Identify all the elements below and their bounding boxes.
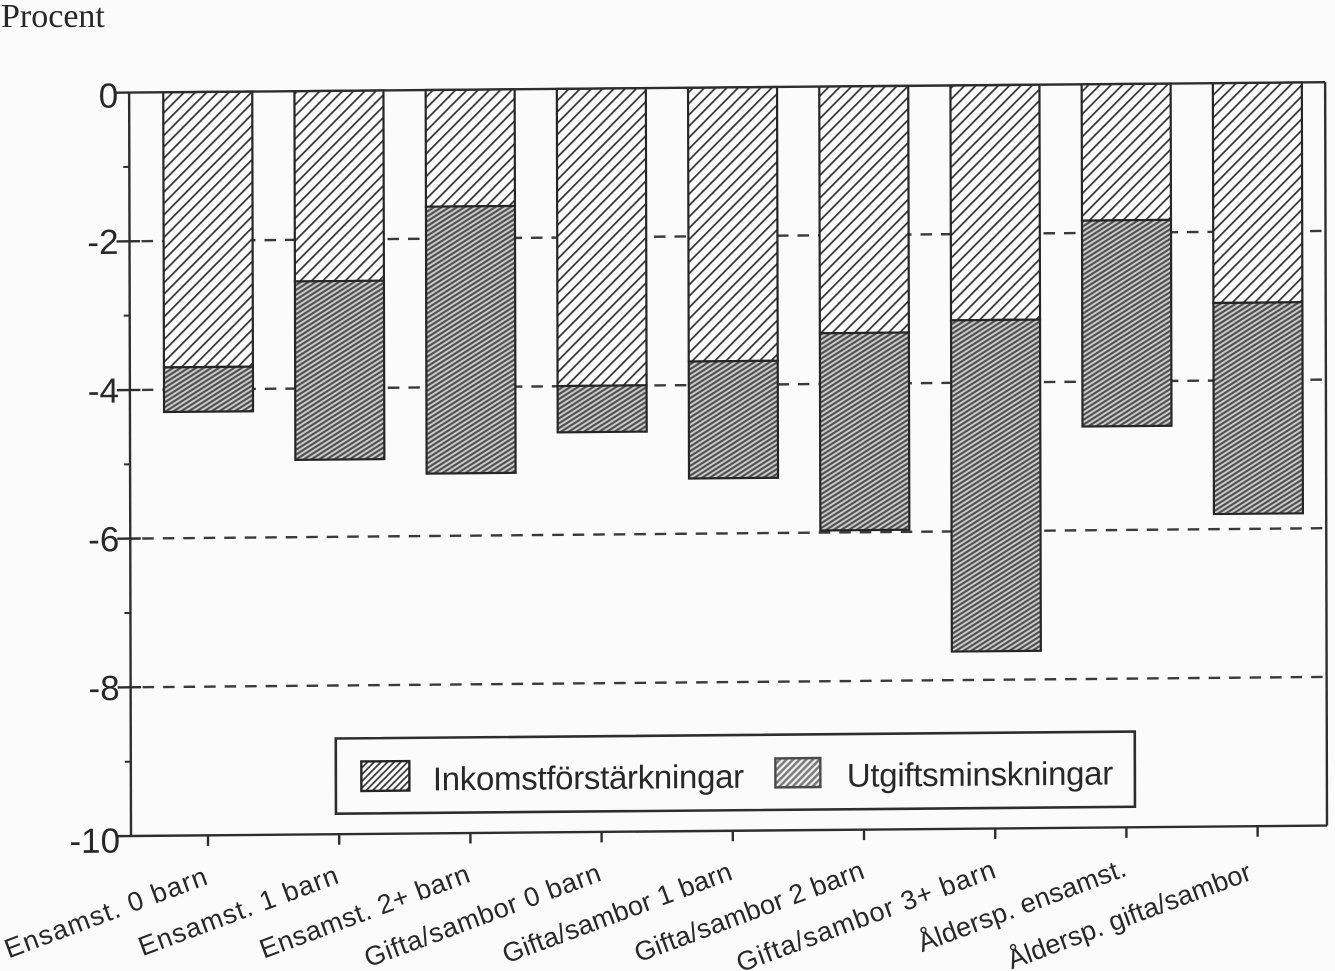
svg-text:Inkomstförstärkningar: Inkomstförstärkningar (433, 758, 744, 798)
svg-text:Procent: Procent (1, 0, 105, 35)
svg-text:-8: -8 (88, 669, 119, 708)
svg-text:Gifta/sambor 1 barn: Gifta/sambor 1 barn (498, 856, 736, 969)
svg-text:-2: -2 (87, 223, 118, 262)
svg-text:0: 0 (99, 77, 119, 116)
svg-text:Utgiftsminskningar: Utgiftsminskningar (847, 754, 1113, 793)
svg-text:-10: -10 (69, 822, 120, 861)
svg-text:-4: -4 (88, 372, 119, 411)
svg-text:Ensamst. 0 barn: Ensamst. 0 barn (0, 861, 212, 964)
svg-text:-6: -6 (88, 520, 119, 559)
